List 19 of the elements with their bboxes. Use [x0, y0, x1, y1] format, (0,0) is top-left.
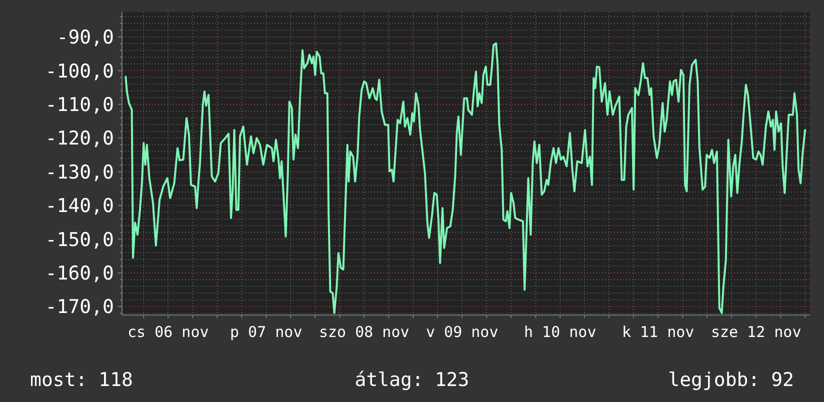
text: átlag: 123	[354, 369, 470, 391]
x-tick-label: v 09 nov	[426, 323, 498, 341]
y-tick-label: -130,0	[45, 161, 114, 184]
y-tick-label: -110,0	[45, 94, 114, 116]
y-tick-label: -120,0	[45, 128, 114, 150]
x-tick-label: sze 12 nov	[710, 323, 802, 341]
y-tick-label: -100,0	[45, 60, 114, 82]
y-tick-label: -90,0	[56, 26, 114, 49]
text: most: 118	[30, 369, 133, 391]
x-tick-label: k 11 nov	[622, 323, 694, 341]
y-tick-label: -140,0	[45, 195, 114, 218]
x-tick-label: h 10 nov	[524, 323, 596, 341]
y-tick-label: -170,0	[45, 296, 114, 318]
y-tick-label: -160,0	[45, 262, 114, 285]
x-tick-label: cs 06 nov	[128, 323, 209, 341]
x-tick-label: p 07 nov	[230, 323, 302, 341]
x-tick-label: szo 08 nov	[318, 323, 410, 341]
y-tick-label: -150,0	[45, 228, 114, 251]
text: legjobb: 92	[668, 369, 794, 391]
